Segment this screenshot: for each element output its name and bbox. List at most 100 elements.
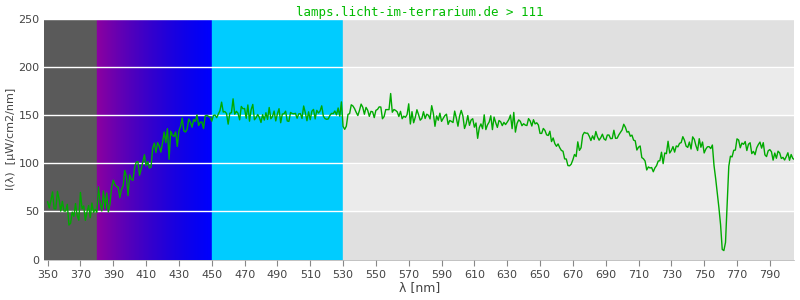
- Bar: [212, 19, 343, 260]
- Bar: [115, 19, 116, 260]
- Bar: [120, 19, 121, 260]
- Bar: [167, 19, 168, 260]
- Bar: [343, 163, 794, 212]
- Bar: [184, 19, 185, 260]
- Bar: [180, 19, 181, 260]
- Bar: [140, 19, 141, 260]
- Bar: [179, 19, 180, 260]
- Bar: [206, 19, 207, 260]
- Bar: [102, 19, 103, 260]
- Bar: [187, 19, 188, 260]
- Bar: [139, 19, 140, 260]
- Bar: [146, 19, 147, 260]
- Bar: [105, 19, 106, 260]
- Bar: [193, 19, 194, 260]
- Bar: [196, 19, 197, 260]
- Bar: [106, 19, 107, 260]
- Bar: [207, 19, 208, 260]
- Bar: [99, 19, 100, 260]
- Bar: [168, 19, 169, 260]
- Bar: [181, 19, 182, 260]
- Bar: [122, 19, 123, 260]
- Bar: [149, 19, 150, 260]
- Bar: [121, 19, 122, 260]
- Bar: [107, 19, 108, 260]
- Bar: [112, 19, 113, 260]
- Bar: [211, 19, 212, 260]
- Bar: [189, 19, 190, 260]
- Bar: [98, 19, 99, 260]
- Bar: [110, 19, 112, 260]
- Bar: [170, 19, 171, 260]
- X-axis label: λ [nm]: λ [nm]: [398, 281, 440, 294]
- Bar: [210, 19, 211, 260]
- Bar: [166, 19, 167, 260]
- Bar: [171, 19, 172, 260]
- Bar: [161, 19, 162, 260]
- Bar: [343, 212, 794, 260]
- Bar: [158, 19, 159, 260]
- Bar: [101, 19, 102, 260]
- Bar: [116, 19, 117, 260]
- Bar: [192, 19, 193, 260]
- Bar: [172, 19, 173, 260]
- Bar: [137, 19, 138, 260]
- Bar: [194, 19, 195, 260]
- Bar: [118, 19, 119, 260]
- Bar: [130, 19, 131, 260]
- Bar: [143, 19, 144, 260]
- Bar: [138, 19, 139, 260]
- Bar: [178, 19, 179, 260]
- Bar: [343, 19, 794, 67]
- Bar: [109, 19, 110, 260]
- Bar: [151, 19, 152, 260]
- Bar: [343, 67, 794, 115]
- Bar: [209, 19, 210, 260]
- Bar: [145, 19, 146, 260]
- Bar: [159, 19, 160, 260]
- Bar: [136, 19, 137, 260]
- Bar: [152, 19, 153, 260]
- Bar: [100, 19, 101, 260]
- Bar: [190, 19, 191, 260]
- Bar: [199, 19, 200, 260]
- Bar: [174, 19, 175, 260]
- Bar: [176, 19, 177, 260]
- Bar: [183, 19, 184, 260]
- Bar: [197, 19, 198, 260]
- Bar: [188, 19, 189, 260]
- Bar: [162, 19, 163, 260]
- Bar: [104, 19, 105, 260]
- Bar: [119, 19, 120, 260]
- Bar: [123, 19, 124, 260]
- Bar: [128, 19, 129, 260]
- Bar: [154, 19, 155, 260]
- Bar: [114, 19, 115, 260]
- Bar: [195, 19, 196, 260]
- Bar: [134, 19, 135, 260]
- Bar: [169, 19, 170, 260]
- Bar: [173, 19, 174, 260]
- Bar: [133, 19, 134, 260]
- Bar: [108, 19, 109, 260]
- Bar: [343, 115, 794, 163]
- Bar: [153, 19, 154, 260]
- Bar: [160, 19, 161, 260]
- Bar: [132, 19, 133, 260]
- Bar: [155, 19, 156, 260]
- Bar: [129, 19, 130, 260]
- Bar: [113, 19, 114, 260]
- Bar: [201, 19, 202, 260]
- Title: lamps.licht-im-terrarium.de > 111: lamps.licht-im-terrarium.de > 111: [296, 6, 543, 19]
- Bar: [124, 19, 125, 260]
- Bar: [97, 19, 98, 260]
- Bar: [126, 19, 127, 260]
- Bar: [205, 19, 206, 260]
- Bar: [182, 19, 183, 260]
- Bar: [125, 19, 126, 260]
- Bar: [142, 19, 143, 260]
- Y-axis label: I(λ)  [μW/cm2/nm]: I(λ) [μW/cm2/nm]: [6, 88, 15, 190]
- Bar: [165, 19, 166, 260]
- Bar: [177, 19, 178, 260]
- Bar: [144, 19, 145, 260]
